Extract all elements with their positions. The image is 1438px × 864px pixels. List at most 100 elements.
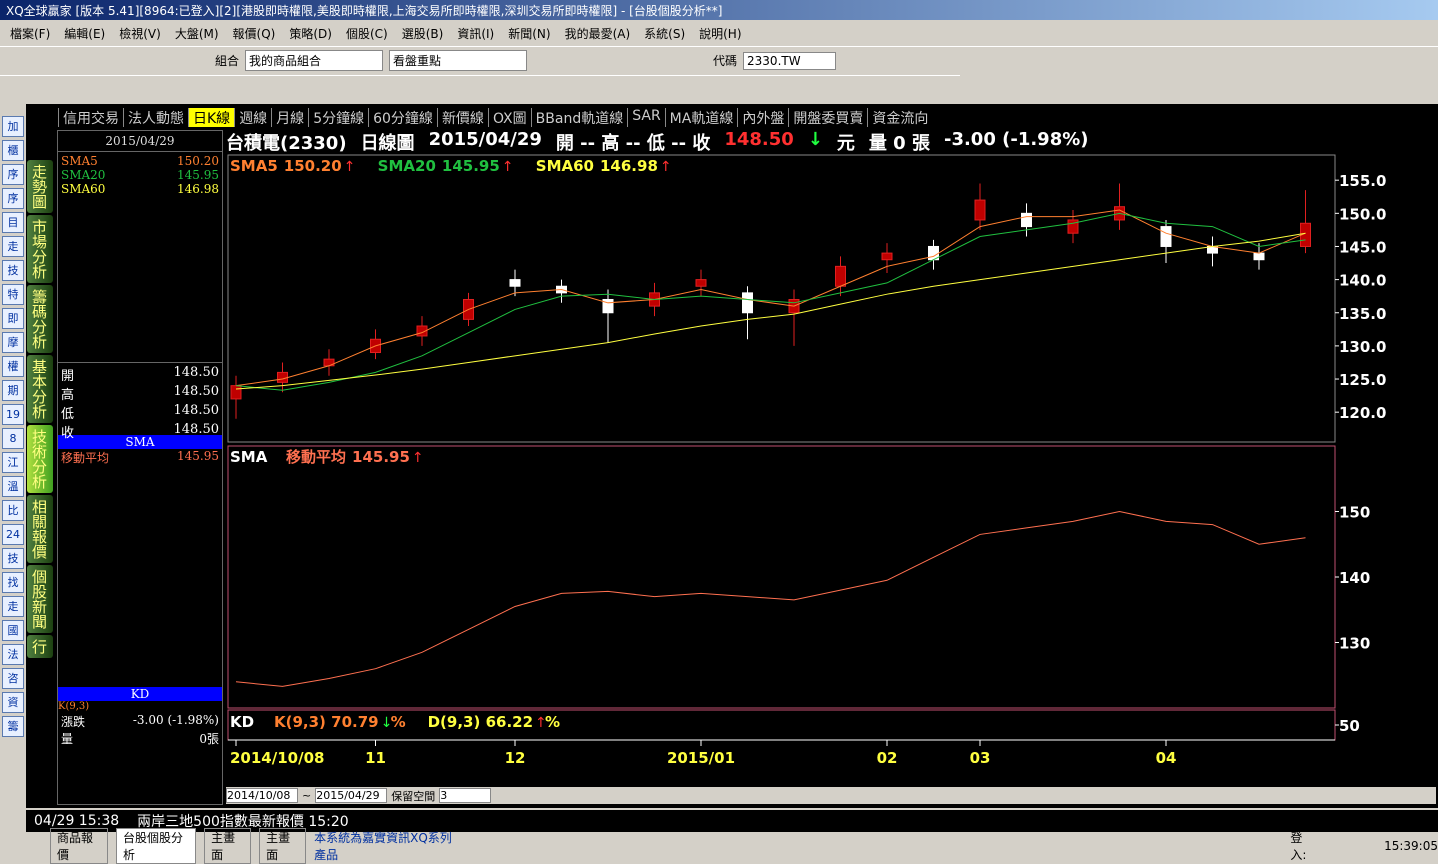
side-tab[interactable]: 市場分析 xyxy=(27,215,53,283)
menu-item[interactable]: 編輯(E) xyxy=(64,26,106,41)
space-input[interactable]: 3 xyxy=(439,788,492,803)
menu-item[interactable]: 檢視(V) xyxy=(119,26,161,41)
side-icon[interactable]: 走 xyxy=(2,236,24,257)
tab[interactable]: 日K線 xyxy=(188,108,235,127)
vol-value: 0張 xyxy=(199,732,219,746)
side-icon[interactable]: 咨 xyxy=(2,668,24,689)
tab[interactable]: 60分鐘線 xyxy=(368,108,437,127)
side-icon[interactable]: 技 xyxy=(2,260,24,281)
info-sma-value: 145.95 xyxy=(177,168,219,182)
tab-strip: 信用交易 法人動態 日K線 週線 月線 5分鐘線 60分鐘線 新價線 OX圖 BBand軌道線 SA… xyxy=(58,108,932,127)
menu-item[interactable]: 說明(H) xyxy=(699,26,742,41)
code-label: 代碼 xyxy=(713,54,738,68)
code-input[interactable]: 2330.TW xyxy=(743,51,837,70)
info-ohlc-row: 收 148.50 xyxy=(61,422,219,441)
y-tick-label: 150 xyxy=(1339,504,1370,522)
tab[interactable]: BBand軌道線 xyxy=(530,108,628,127)
side-tab[interactable]: 相關報價 xyxy=(27,495,53,563)
status-bar: 04/29 15:38 兩岸三地500指數最新報價 15:20 xyxy=(26,810,1438,832)
side-icon[interactable]: 特 xyxy=(2,284,24,305)
legend-arrow: ↑ xyxy=(502,159,514,175)
candle-body xyxy=(881,252,893,261)
side-icon[interactable]: 走 xyxy=(2,596,24,617)
tab[interactable]: 5分鐘線 xyxy=(308,108,368,127)
menu-item[interactable]: 系統(S) xyxy=(644,26,686,41)
tab[interactable]: 新價線 xyxy=(436,108,488,127)
menu-item[interactable]: 大盤(M) xyxy=(174,26,219,41)
side-icon[interactable]: 資 xyxy=(2,692,24,713)
tab[interactable]: 開盤委買賣 xyxy=(788,108,867,127)
candle-body xyxy=(416,325,428,337)
side-icon[interactable]: 權 xyxy=(2,356,24,377)
tab[interactable]: SAR xyxy=(627,108,664,127)
panel-title: KD xyxy=(230,713,254,731)
menu-item[interactable]: 檔案(F) xyxy=(10,26,51,41)
chg-value: -3.00 (-1.98%) xyxy=(132,713,219,727)
y-tick-label: 130 xyxy=(1339,635,1370,653)
tab[interactable]: 資金流向 xyxy=(867,108,932,127)
side-tab[interactable]: 個股新聞 xyxy=(27,565,53,633)
candle-body xyxy=(695,279,707,287)
side-icon[interactable]: 目 xyxy=(2,212,24,233)
tab[interactable]: 週線 xyxy=(234,108,271,127)
side-tab[interactable]: 行 xyxy=(27,635,53,658)
side-tab[interactable]: 技術分析 xyxy=(27,425,53,493)
view-select[interactable]: 看盤重點 xyxy=(389,50,528,71)
task-tab[interactable]: 主畫面 xyxy=(204,828,252,864)
status-news[interactable]: 兩岸三地500指數最新報價 15:20 xyxy=(137,814,349,830)
side-icon[interactable]: 溫 xyxy=(2,476,24,497)
candle-body xyxy=(1160,226,1172,247)
side-icon[interactable]: 籌 xyxy=(2,716,24,737)
date: 2015/04/29 xyxy=(428,129,542,150)
side-icon[interactable]: 國 xyxy=(2,620,24,641)
tab[interactable]: 法人動態 xyxy=(123,108,188,127)
tab[interactable]: 月線 xyxy=(271,108,308,127)
menu-item[interactable]: 新聞(N) xyxy=(508,26,551,41)
side-tab[interactable]: 走勢圖 xyxy=(27,160,53,213)
side-icon[interactable]: 江 xyxy=(2,452,24,473)
side-icon[interactable]: 比 xyxy=(2,500,24,521)
side-icon[interactable]: 期 xyxy=(2,380,24,401)
from-date[interactable]: 2014/10/08 xyxy=(226,788,298,803)
menu-item[interactable]: 我的最愛(A) xyxy=(564,26,631,41)
group-select[interactable]: 我的商品組合 xyxy=(245,50,384,71)
side-icon[interactable]: 19 xyxy=(2,404,24,425)
tab[interactable]: 信用交易 xyxy=(58,108,123,127)
side-icon[interactable]: 24 xyxy=(2,524,24,545)
info-sma-value: 146.98 xyxy=(177,182,219,196)
menu-item[interactable]: 策略(D) xyxy=(289,26,332,41)
side-icon[interactable]: 櫃 xyxy=(2,140,24,161)
line-series xyxy=(235,232,1306,390)
side-icon[interactable]: 法 xyxy=(2,644,24,665)
side-icon[interactable]: 找 xyxy=(2,572,24,593)
tab[interactable]: OX圖 xyxy=(487,108,531,127)
task-clock: 15:39:05 xyxy=(1384,839,1438,853)
sma-value: 145.95 xyxy=(177,449,219,463)
side-icon[interactable]: 8 xyxy=(2,428,24,449)
side-icon[interactable]: 序 xyxy=(2,188,24,209)
menu-item[interactable]: 選股(B) xyxy=(401,26,444,41)
tab[interactable]: 內外盤 xyxy=(737,108,788,127)
to-date[interactable]: 2015/04/29 xyxy=(315,788,388,803)
candle-body xyxy=(1067,219,1079,234)
side-icon[interactable]: 技 xyxy=(2,548,24,569)
tab[interactable]: MA軌道線 xyxy=(664,108,738,127)
side-tab[interactable]: 籌碼分析 xyxy=(27,285,53,353)
x-tick-label: 04 xyxy=(1156,749,1177,767)
side-icon[interactable]: 加 xyxy=(2,116,24,137)
side-icon[interactable]: 序 xyxy=(2,164,24,185)
candle-body xyxy=(1253,252,1265,261)
candle-body xyxy=(1021,212,1032,228)
info-sma-value: 150.20 xyxy=(177,154,219,168)
y-tick-label: 155.0 xyxy=(1339,172,1386,190)
group-label: 組合 xyxy=(215,54,240,68)
toolbar-2 xyxy=(0,75,960,101)
side-icon[interactable]: 摩 xyxy=(2,332,24,353)
side-icon[interactable]: 即 xyxy=(2,308,24,329)
menu-item[interactable]: 個股(C) xyxy=(345,26,388,41)
side-tab[interactable]: 基本分析 xyxy=(27,355,53,423)
menu-item[interactable]: 資訊(I) xyxy=(457,26,495,41)
menu-item[interactable]: 報價(Q) xyxy=(232,26,276,41)
y-tick-label: 140.0 xyxy=(1339,272,1386,290)
